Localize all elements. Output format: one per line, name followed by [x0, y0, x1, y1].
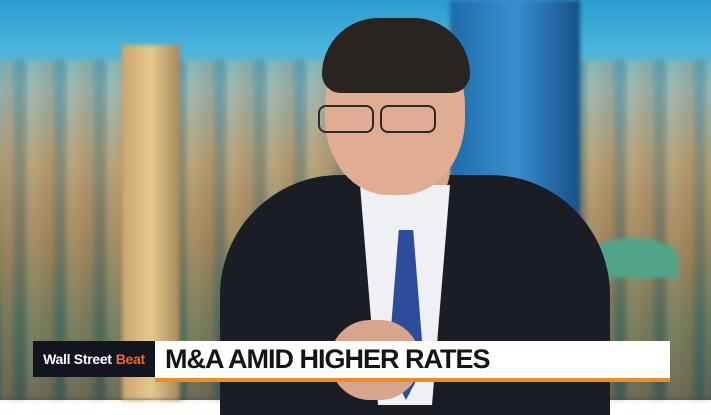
glasses	[318, 105, 438, 133]
headline-text: M&A AMID HIGHER RATES	[165, 344, 490, 374]
hair	[322, 18, 470, 93]
show-name-accent: Beat	[115, 351, 145, 367]
show-name-badge: Wall Street Beat	[33, 341, 155, 377]
headline-banner: M&A AMID HIGHER RATES	[155, 341, 670, 382]
show-name: Wall Street	[43, 351, 112, 367]
skyscraper	[122, 45, 180, 400]
